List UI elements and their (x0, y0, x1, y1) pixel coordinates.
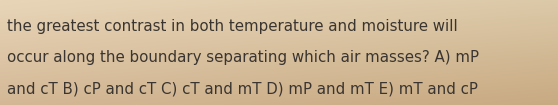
Text: the greatest contrast in both temperature and moisture will: the greatest contrast in both temperatur… (7, 19, 458, 34)
Text: occur along the boundary separating which air masses? A) mP: occur along the boundary separating whic… (7, 50, 479, 65)
Text: and cT B) cP and cT C) cT and mT D) mP and mT E) mT and cP: and cT B) cP and cT C) cT and mT D) mP a… (7, 82, 478, 97)
